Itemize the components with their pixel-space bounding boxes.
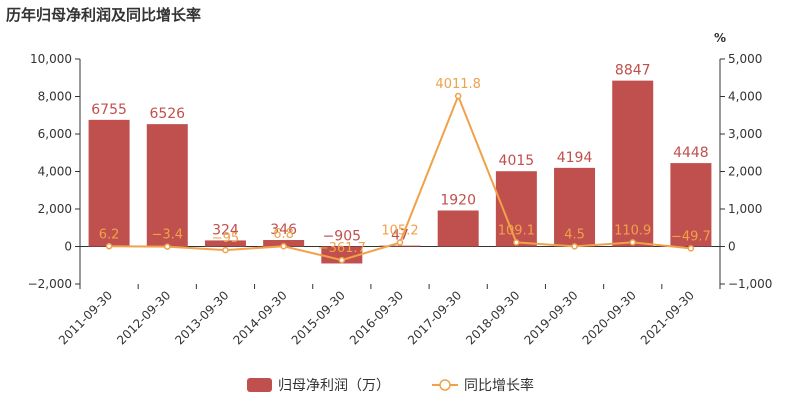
x-tick-label: 2017-09-30 — [405, 288, 464, 347]
x-tick-label: 2012-09-30 — [114, 288, 173, 347]
bar — [670, 163, 712, 247]
bar-data-label: 4015 — [499, 153, 535, 169]
growth-point — [396, 239, 404, 246]
bar — [612, 80, 654, 247]
bar — [146, 124, 188, 247]
bar — [204, 240, 246, 247]
bar — [88, 119, 130, 247]
growth-data-label: 4.5 — [564, 227, 585, 242]
x-tick-label: 2016-09-30 — [347, 288, 406, 347]
bar — [554, 167, 596, 247]
growth-data-label: −49.7 — [671, 229, 711, 244]
y-left-tick-label: 2,000 — [38, 202, 72, 216]
growth-data-label: 109.1 — [498, 223, 535, 238]
y-left-tick-label: 4,000 — [38, 165, 72, 179]
growth-data-label: 110.9 — [614, 223, 651, 238]
legend-bar-label: 归母净利润（万） — [278, 377, 390, 394]
y-right-tick-label: 2,000 — [728, 165, 762, 179]
bar-data-label: 6755 — [91, 102, 127, 118]
growth-data-label: −361.7 — [318, 241, 366, 256]
bar-data-label: 4448 — [673, 145, 709, 161]
y-left-tick-label: 10,000 — [30, 52, 72, 66]
growth-point — [222, 246, 229, 254]
growth-data-label: 6.2 — [99, 227, 120, 242]
x-tick-label: 2019-09-30 — [521, 288, 580, 347]
chart-title: 历年归母净利润及同比增长率 — [6, 6, 202, 24]
x-tick-label: 2011-09-30 — [56, 288, 115, 347]
bar-data-label: −905 — [323, 229, 361, 245]
y-right-tick-label: 5,000 — [728, 52, 762, 66]
bar — [437, 210, 479, 247]
x-tick-label: 2021-09-30 — [638, 288, 697, 347]
growth-point — [454, 92, 462, 100]
y-right-tick-label: 0 — [728, 240, 736, 254]
y-right-tick-label: −1,000 — [728, 277, 772, 291]
x-tick-label: 2014-09-30 — [231, 288, 290, 347]
bar-data-label: 6526 — [149, 106, 185, 122]
growth-data-label: 105.2 — [381, 224, 418, 239]
growth-point — [571, 243, 578, 250]
legend-line-marker — [439, 379, 451, 391]
growth-point — [629, 239, 636, 246]
growth-point — [280, 242, 287, 250]
growth-data-label: −95 — [212, 231, 239, 246]
growth-point — [164, 243, 171, 250]
growth-data-label: 6.8 — [273, 227, 294, 242]
growth-point — [105, 243, 113, 250]
legend-bar-swatch — [247, 378, 272, 392]
bar-data-label: 346 — [270, 222, 297, 238]
bar-data-label: 4194 — [557, 150, 593, 166]
x-tick-label: 2015-09-30 — [289, 288, 348, 347]
y-right-tick-label: 4,000 — [728, 90, 762, 104]
y-left-tick-label: 0 — [64, 240, 72, 254]
bar — [321, 246, 363, 264]
x-tick-label: 2013-09-30 — [172, 288, 231, 347]
y-right-tick-label: 3,000 — [728, 127, 762, 141]
growth-data-label: 4011.8 — [435, 77, 481, 92]
bar-data-label: 1920 — [440, 193, 476, 209]
growth-point — [338, 256, 346, 264]
legend-line-label: 同比增长率 — [464, 377, 534, 394]
bar — [379, 245, 421, 247]
y-right-tick-label: 1,000 — [728, 202, 762, 216]
x-tick-label: 2018-09-30 — [463, 288, 522, 347]
bar-data-label: 8847 — [615, 63, 651, 79]
growth-point — [513, 239, 520, 246]
bar-data-label: 324 — [212, 222, 239, 238]
y-left-tick-label: −2,000 — [28, 277, 72, 291]
y-left-tick-label: 8,000 — [38, 90, 72, 104]
x-tick-label: 2020-09-30 — [580, 288, 639, 347]
y-left-tick-label: 6,000 — [38, 127, 72, 141]
y-right-unit-label: % — [714, 31, 726, 45]
growth-data-label: −3.4 — [151, 228, 183, 243]
growth-point — [687, 245, 695, 252]
